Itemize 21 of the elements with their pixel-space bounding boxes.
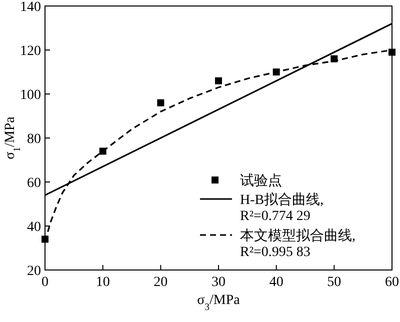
x-tick-label: 50 <box>327 275 342 290</box>
x-tick-label: 10 <box>96 275 110 290</box>
y-tick-label: 60 <box>27 176 41 191</box>
y-tick-label: 100 <box>20 88 41 103</box>
y-tick-label: 80 <box>27 132 41 147</box>
x-tick-label: 0 <box>42 275 48 290</box>
legend-label: 本文模型拟合曲线, R²=0.995 83 <box>240 228 356 260</box>
x-tick-label: 20 <box>154 275 168 290</box>
x-axis-title: σ$_{3}$/MPa <box>197 293 241 312</box>
legend-label: H-B拟合曲线, R²=0.774 29 <box>240 192 324 224</box>
y-tick-label: 120 <box>20 44 41 59</box>
x-tick-label: 30 <box>212 275 226 290</box>
legend-label: 试验点 <box>240 173 282 189</box>
x-tick-label: 40 <box>269 275 284 290</box>
y-tick-label: 40 <box>27 220 41 235</box>
x-tick-label: 60 <box>385 275 399 290</box>
y-tick-label: 140 <box>20 0 41 15</box>
point <box>215 77 222 84</box>
point <box>388 48 396 56</box>
point <box>157 99 164 106</box>
y-tick-label: 20 <box>27 264 41 279</box>
